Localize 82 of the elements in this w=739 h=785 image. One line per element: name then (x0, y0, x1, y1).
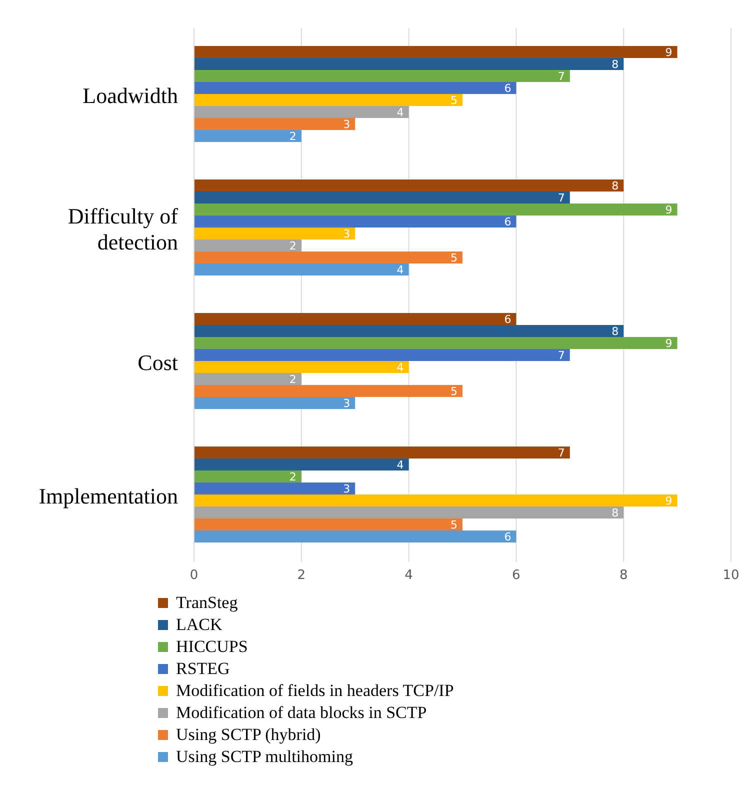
x-tick-label: 8 (619, 568, 628, 584)
bar (194, 46, 678, 58)
y-tick-label: Implementation (38, 482, 178, 508)
bar (194, 458, 409, 470)
bar (194, 204, 678, 216)
data-label: 5 (450, 251, 458, 264)
bar (194, 240, 302, 252)
legend-label: TranSteg (176, 593, 238, 613)
data-label: 8 (612, 506, 619, 520)
bar (194, 106, 409, 118)
y-tick-label: Loadwidth (82, 82, 178, 108)
data-label: 2 (289, 239, 296, 252)
data-label: 7 (558, 191, 565, 204)
legend-label: Modification of fields in headers TCP/IP (176, 681, 454, 701)
bar (194, 446, 570, 458)
data-label: 6 (504, 312, 512, 326)
data-label: 4 (396, 106, 404, 119)
bar (194, 361, 409, 373)
bar (194, 313, 516, 325)
data-label: 6 (504, 215, 512, 228)
bar (194, 494, 678, 506)
data-label: 8 (612, 179, 619, 192)
data-label: 5 (450, 384, 458, 398)
data-label: 9 (665, 494, 672, 508)
bar (194, 385, 462, 397)
data-label: 8 (612, 58, 619, 71)
data-label: 7 (558, 446, 565, 460)
data-label: 6 (504, 530, 512, 544)
bar (194, 58, 624, 70)
bar (194, 192, 570, 204)
data-label: 9 (665, 46, 672, 59)
bar (194, 349, 570, 361)
data-label: 9 (665, 336, 672, 350)
bar (194, 130, 302, 142)
data-label: 2 (289, 470, 296, 484)
data-label: 3 (343, 227, 350, 240)
bar (194, 82, 516, 94)
bar (194, 252, 462, 264)
data-label: 2 (289, 130, 296, 143)
data-label: 4 (396, 263, 404, 276)
y-tick-label: Difficulty of detection (68, 202, 179, 254)
y-tick-label: Cost (138, 349, 178, 374)
x-tick-label: 2 (297, 568, 306, 584)
data-label: 6 (504, 82, 512, 95)
data-label: 4 (396, 458, 404, 472)
x-tick-label: 6 (512, 568, 520, 584)
bar (194, 530, 516, 542)
legend-label: HICCUPS (176, 637, 248, 657)
bar (194, 264, 409, 276)
data-label: 3 (343, 396, 350, 410)
legend-label: Modification of data blocks in SCTP (176, 703, 427, 723)
data-label: 2 (289, 372, 296, 386)
data-label: 3 (343, 118, 350, 131)
bar (194, 180, 624, 192)
bar (194, 325, 624, 337)
bar (194, 94, 462, 106)
data-label: 3 (343, 482, 350, 496)
data-label: 8 (612, 324, 619, 338)
data-label: 7 (558, 70, 565, 83)
x-tick-label: 0 (190, 568, 198, 584)
x-tick-label: 4 (404, 568, 413, 584)
data-label: 5 (450, 94, 458, 107)
legend-label: LACK (176, 615, 222, 635)
data-label: 4 (396, 360, 404, 374)
legend-label: RSTEG (176, 659, 230, 679)
x-tick-label: 10 (722, 568, 739, 584)
bar (194, 482, 356, 494)
bar (194, 506, 624, 518)
data-label: 5 (450, 518, 458, 532)
bar (194, 397, 356, 409)
bar (194, 228, 356, 240)
bar (194, 518, 462, 530)
bar (194, 373, 302, 385)
bar (194, 337, 678, 349)
legend-label: Using SCTP multihoming (176, 747, 353, 767)
data-label: 7 (558, 348, 565, 362)
data-label: 9 (665, 203, 672, 216)
bar (194, 216, 516, 228)
bar (194, 118, 356, 130)
bar (194, 70, 570, 82)
bar (194, 470, 302, 482)
legend-label: Using SCTP (hybrid) (176, 725, 321, 745)
